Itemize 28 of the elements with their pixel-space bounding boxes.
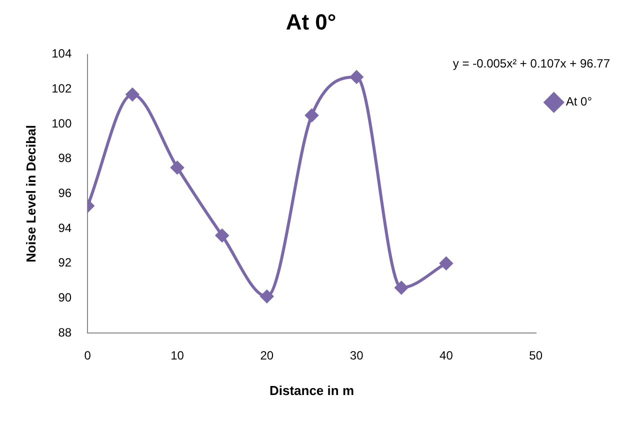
x-tick-label: 0	[84, 348, 92, 363]
point	[126, 88, 139, 101]
point	[440, 256, 453, 270]
x-tick-label: 20	[260, 348, 274, 363]
y-tick-label: 94	[58, 220, 72, 235]
x-tick-label: 50	[529, 348, 543, 363]
point	[216, 228, 229, 242]
x-tick-label: 30	[350, 348, 364, 363]
y-tick-label: 90	[58, 290, 72, 304]
y-tick-label: 104	[52, 46, 72, 61]
y-tick-label: 92	[58, 256, 72, 270]
y-axis-title: Noise Level in Decibal	[23, 125, 38, 262]
point	[170, 161, 184, 174]
x-tick-label: 40	[440, 348, 454, 363]
chart-title: At 0°	[286, 9, 336, 34]
annotation: y = -0.005x² + 0.107x + 96.77	[452, 56, 610, 71]
legend-label: At 0°	[566, 94, 592, 109]
point	[350, 70, 364, 84]
point	[394, 281, 408, 294]
point	[260, 290, 274, 303]
y-tick-label: 102	[52, 82, 72, 96]
x-tick-label: 10	[170, 348, 184, 363]
y-tick-label: 96	[58, 186, 72, 200]
y-tick-label: 88	[58, 325, 72, 340]
y-tick-label: 100	[52, 116, 72, 130]
y-tick-label: 98	[58, 151, 72, 166]
point	[305, 108, 318, 122]
x-axis-title: Distance in m	[269, 382, 354, 398]
